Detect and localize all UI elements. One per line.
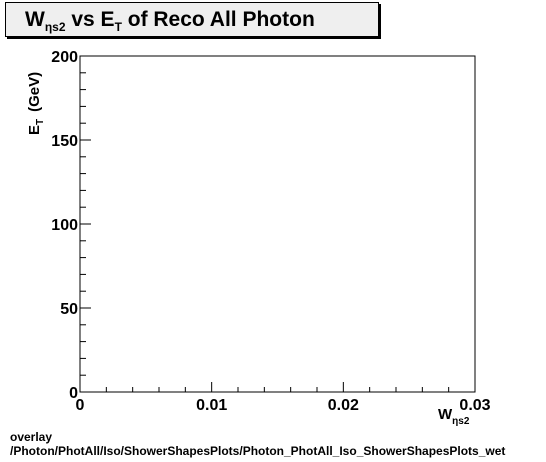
title-middle: vs E (65, 8, 115, 31)
x-tick-label: 0 (76, 397, 85, 414)
plot-frame (79, 55, 476, 393)
y-axis-tick-labels: 0 50 100 150 200 (51, 49, 78, 402)
x-tick-label: 0.03 (459, 397, 490, 414)
y-axis-label-unit: (GeV) (26, 72, 43, 112)
x-axis-label-main: W (438, 406, 453, 423)
chart-title: Wηs2 vs ET of Reco All Photon (5, 2, 379, 37)
y-axis-label-sub: T (35, 119, 46, 125)
x-axis-ticks (79, 382, 476, 392)
footer-caption: overlay /Photon/PhotAll/Iso/ShowerShapes… (10, 430, 505, 458)
footer-line-1: overlay (10, 430, 53, 444)
x-axis-label-sub: ηs2 (452, 416, 470, 427)
y-axis-label: ET (GeV) (26, 72, 46, 135)
title-e-subscript: T (114, 20, 122, 34)
title-w: W (25, 8, 45, 31)
y-tick-label: 200 (51, 49, 78, 66)
y-axis-ticks (80, 55, 91, 393)
x-tick-label: 0.02 (328, 397, 359, 414)
x-axis-label: Wηs2 (438, 406, 470, 427)
x-tick-label: 0.01 (196, 397, 227, 414)
y-tick-label: 50 (60, 301, 78, 318)
x-axis-tick-labels: 0 0.01 0.02 0.03 (76, 397, 491, 414)
y-tick-label: 100 (51, 217, 78, 234)
title-w-subscript: ηs2 (44, 20, 66, 34)
y-tick-label: 0 (69, 385, 78, 402)
y-tick-label: 150 (51, 133, 78, 150)
y-axis-label-main: E (26, 125, 43, 135)
plot-area: 0 0.01 0.02 0.03 0 50 100 150 200 Wηs2 ET (GeV) (26, 49, 491, 427)
footer-line-2: /Photon/PhotAll/Iso/ShowerShapesPlots/Ph… (10, 444, 506, 458)
title-rest: of Reco All Photon (121, 8, 315, 31)
